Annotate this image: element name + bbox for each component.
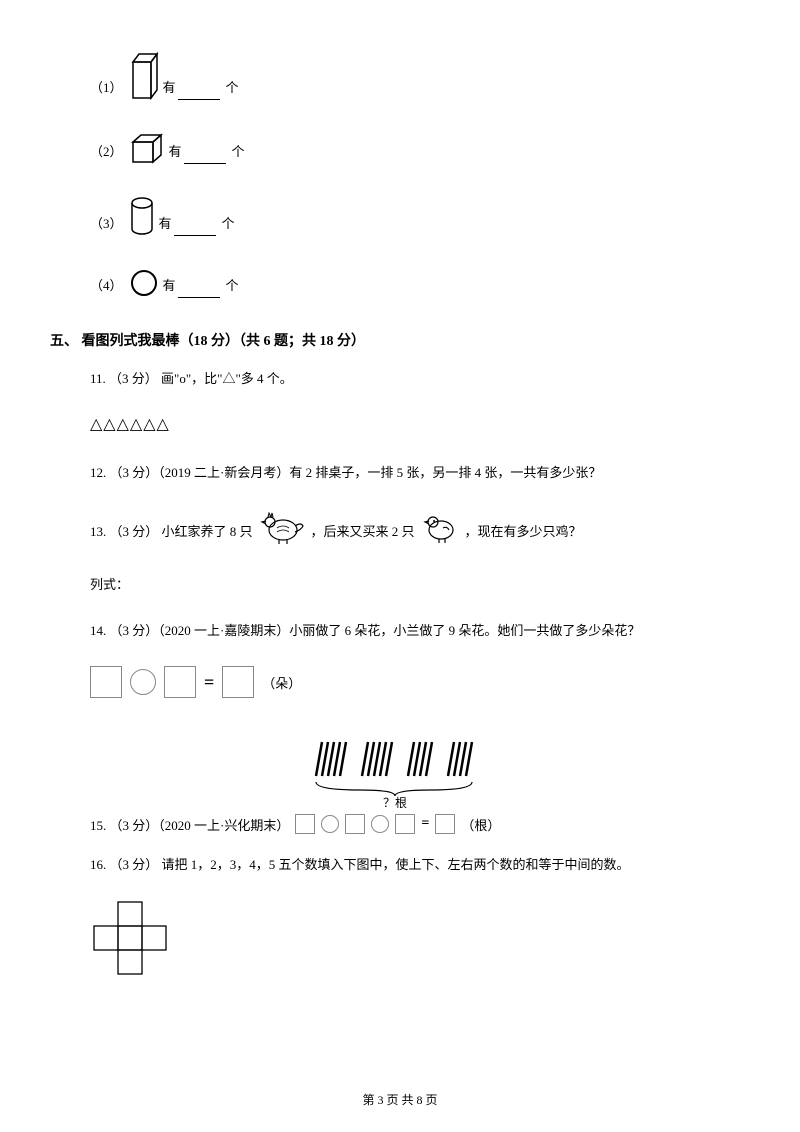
q16: 16. （3 分） 请把 1，2，3，4，5 五个数填入下图中，使上下、左右两个… <box>90 854 740 876</box>
item-4-pre: 有 <box>163 275 176 298</box>
q15: 15. （3 分）（2020 一上·兴化期末） = （根） <box>90 814 740 834</box>
item-3-num: （3） <box>90 213 123 236</box>
q15-sticks: ？根 <box>310 738 740 808</box>
hen-icon <box>259 508 305 546</box>
item-4-num: （4） <box>90 275 123 298</box>
item-2-num: （2） <box>90 141 123 164</box>
q15-op-1[interactable] <box>321 815 339 833</box>
item-4-blank[interactable] <box>178 297 220 298</box>
q14-equation: = （朵） <box>90 666 740 698</box>
q11-triangles: △△△△△△ <box>90 414 740 434</box>
cube-icon <box>129 132 165 164</box>
page-footer: 第 3 页 共 8 页 <box>0 1091 800 1108</box>
q15-unit: （根） <box>461 815 500 834</box>
q11: 11. （3 分） 画"o"，比"△"多 4 个。 <box>90 368 740 390</box>
item-1-row: （1） 有 个 <box>90 50 740 100</box>
item-3-post: 个 <box>222 213 235 236</box>
q14-box-2[interactable] <box>164 666 196 698</box>
chick-icon <box>421 510 459 546</box>
item-1-num: （1） <box>90 77 123 100</box>
q14-op[interactable] <box>130 669 156 695</box>
item-2-post: 个 <box>232 141 245 164</box>
q15-box-3[interactable] <box>395 814 415 834</box>
svg-text:？根: ？根 <box>383 796 407 808</box>
q15-box-4[interactable] <box>435 814 455 834</box>
q14-equals: = <box>204 672 214 693</box>
q14: 14. （3 分）（2020 一上·嘉陵期末）小丽做了 6 朵花，小兰做了 9 … <box>90 620 740 642</box>
section-5-title: 五、 看图列式我最棒（18 分）（共 6 题；共 18 分） <box>50 330 740 350</box>
q13-mid: ，后来又买来 2 只 <box>311 521 415 546</box>
item-4-post: 个 <box>226 275 239 298</box>
item-3-row: （3） 有 个 <box>90 196 740 236</box>
item-4-row: （4） 有 个 <box>90 268 740 298</box>
q14-unit: （朵） <box>262 673 301 692</box>
item-2-blank[interactable] <box>184 163 226 164</box>
q13-answer: 列式： <box>90 574 740 596</box>
item-2-pre: 有 <box>169 141 182 164</box>
q13: 13. （3 分） 小红家养了 8 只 ，后来又买来 2 只 ，现在有多少只鸡？ <box>90 508 740 546</box>
q15-pre: 15. （3 分）（2020 一上·兴化期末） <box>90 815 289 834</box>
q13-post: ，现在有多少只鸡？ <box>465 521 582 546</box>
circle-icon <box>129 268 159 298</box>
q12: 12. （3 分）（2019 二上·新会月考）有 2 排桌子，一排 5 张，另一… <box>90 462 740 484</box>
q15-box-1[interactable] <box>295 814 315 834</box>
q16-cross[interactable] <box>90 900 740 980</box>
q14-box-1[interactable] <box>90 666 122 698</box>
item-2-row: （2） 有 个 <box>90 132 740 164</box>
item-1-post: 个 <box>226 77 239 100</box>
cuboid-icon <box>129 50 159 100</box>
q14-box-3[interactable] <box>222 666 254 698</box>
q15-op-2[interactable] <box>371 815 389 833</box>
item-3-blank[interactable] <box>174 235 216 236</box>
q13-pre: 13. （3 分） 小红家养了 8 只 <box>90 521 253 546</box>
item-1-blank[interactable] <box>178 99 220 100</box>
item-1-pre: 有 <box>163 77 176 100</box>
cylinder-icon <box>129 196 155 236</box>
item-3-pre: 有 <box>159 213 172 236</box>
q15-box-2[interactable] <box>345 814 365 834</box>
q15-equals: = <box>421 816 429 832</box>
